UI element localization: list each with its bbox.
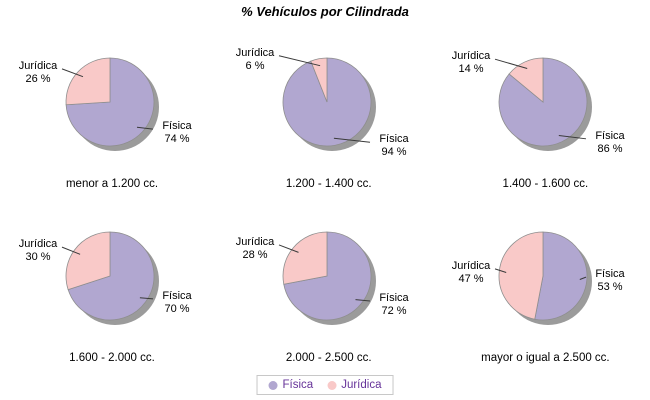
leader-line — [136, 126, 154, 130]
leader-line — [580, 276, 587, 280]
pie-caption: mayor o igual a 2.500 cc. — [481, 352, 610, 364]
slice-label-value: 74 % — [164, 133, 189, 145]
slice-label-value: 47 % — [459, 273, 484, 285]
pie-slice-juridica — [282, 231, 328, 285]
pie-chart-cell: Física 94 % Jurídica 6 % 1.200 - 1.400 cc. — [217, 30, 434, 200]
slice-label-value: 26 % — [25, 73, 50, 85]
slice-label-value: 86 % — [598, 143, 623, 155]
slice-label-value: 53 % — [598, 281, 623, 293]
legend-label: Física — [282, 379, 314, 391]
legend-label: Jurídica — [341, 379, 382, 391]
slice-label-name: Jurídica — [19, 238, 58, 250]
pie-chart-cell: Física 72 % Jurídica 28 % 2.000 - 2.500 cc. — [217, 204, 434, 374]
chart-title: % Vehículos por Cilindrada — [241, 4, 409, 19]
slice-label-value: 14 % — [459, 63, 484, 75]
leader-line — [278, 244, 299, 253]
pie-caption: 1.400 - 1.600 cc. — [502, 178, 589, 190]
legend-item-fisica: Física — [268, 379, 314, 391]
pie-slice-juridica — [309, 57, 328, 103]
pie-slice-fisica — [67, 231, 155, 321]
pie-slice-juridica — [499, 231, 544, 320]
leader-line — [495, 58, 528, 69]
pie-caption: 1.200 - 1.400 cc. — [285, 178, 372, 190]
slice-label-name: Jurídica — [235, 47, 274, 59]
pie-chart-cell: Física 53 % Jurídica 47 % mayor o igual a 2.… — [433, 204, 650, 374]
pie-slice-fisica — [534, 231, 588, 321]
pie-chart-cell: Física 74 % Jurídica 26 % menor a 1.200 cc. — [0, 30, 217, 200]
slice-label-name: Física — [596, 268, 626, 280]
slice-label-name: Jurídica — [452, 260, 491, 272]
slice-label-value: 28 % — [242, 249, 267, 261]
slice-label-name: Jurídica — [235, 236, 274, 248]
slice-label-name: Jurídica — [452, 50, 491, 62]
pie-slice-juridica — [65, 231, 111, 291]
leader-line — [333, 137, 370, 143]
leader-line — [355, 299, 370, 302]
leader-line — [61, 68, 84, 78]
slice-label-name: Física — [162, 120, 192, 132]
slice-label-value: 6 % — [245, 60, 264, 72]
slice-label-value: 70 % — [164, 303, 189, 315]
leader-line — [559, 135, 587, 140]
leader-line — [495, 268, 507, 273]
slice-label-name: Física — [379, 133, 409, 145]
slice-label-name: Física — [379, 292, 409, 304]
pie-slice-juridica — [508, 57, 544, 103]
slice-label-value: 94 % — [381, 146, 406, 158]
pie-caption: 1.600 - 2.000 cc. — [69, 352, 155, 364]
pie-chart-cell: Física 86 % Jurídica 14 % 1.400 - 1.600 cc. — [433, 30, 650, 200]
slice-label-name: Física — [162, 290, 192, 302]
legend-marker — [268, 380, 278, 390]
legend-item-juridica: Jurídica — [327, 379, 381, 391]
pie-slice-juridica — [65, 57, 111, 106]
slice-label-name: Jurídica — [19, 60, 58, 72]
pie-caption: menor a 1.200 cc. — [65, 178, 159, 190]
leader-line — [139, 297, 154, 300]
pie-chart-cell: Física 70 % Jurídica 30 % 1.600 - 2.000 cc. — [0, 204, 217, 374]
leader-line — [278, 55, 320, 67]
leader-line — [61, 246, 81, 255]
legend-marker — [327, 380, 337, 390]
slice-label-value: 72 % — [381, 305, 406, 317]
legend: Física Jurídica — [256, 375, 394, 395]
slice-label-name: Física — [596, 130, 626, 142]
slice-label-value: 30 % — [25, 251, 50, 263]
pie-caption: 2.000 - 2.500 cc. — [285, 352, 372, 364]
